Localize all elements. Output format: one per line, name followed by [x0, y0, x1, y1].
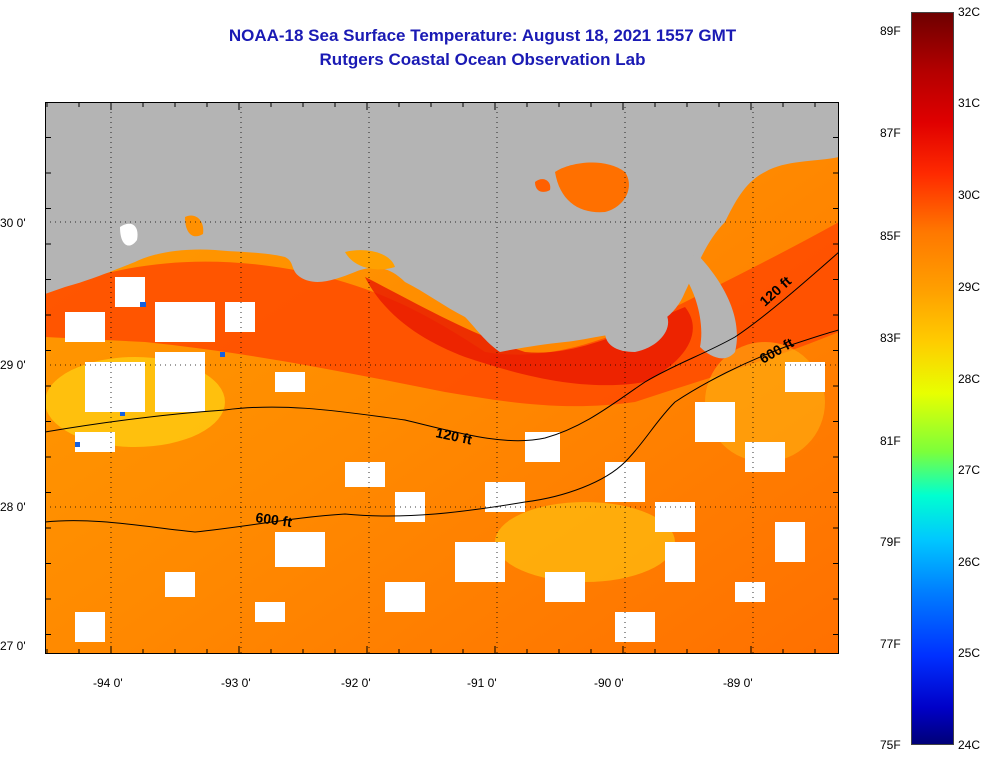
lake	[120, 223, 138, 246]
isobath-120ft-west	[45, 251, 839, 442]
land	[45, 102, 839, 352]
colorbar-f-label: 75F	[880, 738, 901, 752]
lat-label: 29 0'	[0, 358, 26, 372]
colorbar-c-label: 30C	[958, 188, 981, 202]
cool-patch	[495, 502, 675, 582]
colorbar-c-label: 24C	[958, 738, 981, 752]
colorbar-f-label: 83F	[880, 331, 901, 345]
cool-specks	[75, 302, 225, 447]
colorbar-c-label: 27C	[958, 463, 981, 477]
sst-map: 120 ft 600 ft 120 ft 600 ft	[45, 102, 839, 654]
colorbar-c-label: 29C	[958, 280, 981, 294]
colorbar-f-label: 79F	[880, 535, 901, 549]
lat-label: 27 0'	[0, 639, 26, 653]
lat-label: 30 0'	[0, 216, 26, 230]
colorbar-f-label: 85F	[880, 229, 901, 243]
colorbar-c-label: 31C	[958, 96, 981, 110]
lake	[345, 250, 395, 270]
map-frame	[45, 102, 839, 654]
map-subtitle: Rutgers Coastal Ocean Observation Lab	[319, 50, 646, 69]
delta	[685, 252, 737, 359]
lake	[185, 215, 204, 237]
lon-label: -92 0'	[341, 676, 371, 690]
colorbar-f-label: 77F	[880, 637, 901, 651]
temperature-colorbar	[911, 12, 954, 745]
lake	[555, 162, 629, 213]
colorbar-c-label: 32C	[958, 5, 981, 19]
axis-ticks	[45, 102, 839, 654]
colorbar-c-label: 26C	[958, 555, 981, 569]
marsh	[605, 310, 669, 352]
map-title: NOAA-18 Sea Surface Temperature: August …	[228, 26, 737, 45]
lake	[535, 179, 551, 192]
isobath-label: 600 ft	[255, 509, 294, 530]
isobath-label: 120 ft	[434, 424, 473, 447]
colorbar-f-label: 81F	[880, 434, 901, 448]
lon-label: -90 0'	[594, 676, 624, 690]
lon-label: -93 0'	[221, 676, 251, 690]
lon-label: -91 0'	[467, 676, 497, 690]
graticule	[45, 102, 839, 654]
colorbar-c-label: 25C	[958, 646, 981, 660]
hot-core	[365, 277, 693, 386]
colorbar-f-label: 87F	[880, 126, 901, 140]
lon-label: -89 0'	[723, 676, 753, 690]
lat-label: 28 0'	[0, 500, 26, 514]
colorbar-c-label: 28C	[958, 372, 981, 386]
colorbar-f-label: 89F	[880, 24, 901, 38]
isobath-600ft-west	[45, 329, 839, 533]
lon-label: -94 0'	[93, 676, 123, 690]
cloud-cover	[65, 277, 825, 642]
